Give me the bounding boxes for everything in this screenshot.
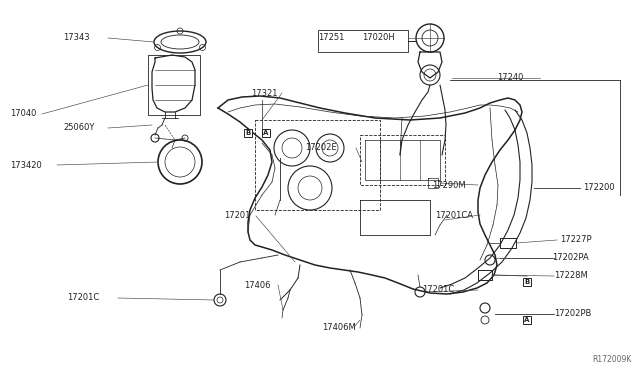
Text: 17228M: 17228M [554,272,588,280]
Text: A: A [524,317,530,323]
Text: 173420: 173420 [10,160,42,170]
Text: 17201C: 17201C [67,294,99,302]
Text: 17321: 17321 [251,89,278,97]
Text: 17406: 17406 [244,280,271,289]
Text: 17201CA: 17201CA [435,211,473,219]
Text: 17406M: 17406M [322,323,356,331]
Text: 17202PA: 17202PA [552,253,589,263]
Text: B: B [524,279,530,285]
Text: 172200: 172200 [583,183,614,192]
Text: 17251: 17251 [318,33,344,42]
Text: 17202PB: 17202PB [554,310,591,318]
Text: 17290M: 17290M [432,180,466,189]
Text: 17343: 17343 [63,33,90,42]
Text: A: A [263,130,269,136]
Text: 17240: 17240 [497,74,524,83]
Text: 17020H: 17020H [362,33,395,42]
Text: 17227P: 17227P [560,235,591,244]
Text: B: B [245,130,251,136]
Text: 17201: 17201 [224,212,250,221]
Text: R172009K: R172009K [593,355,632,364]
Text: 17201C: 17201C [422,285,454,295]
Text: 17202E: 17202E [305,144,337,153]
Text: 17040: 17040 [10,109,36,119]
Text: 25060Y: 25060Y [63,124,94,132]
